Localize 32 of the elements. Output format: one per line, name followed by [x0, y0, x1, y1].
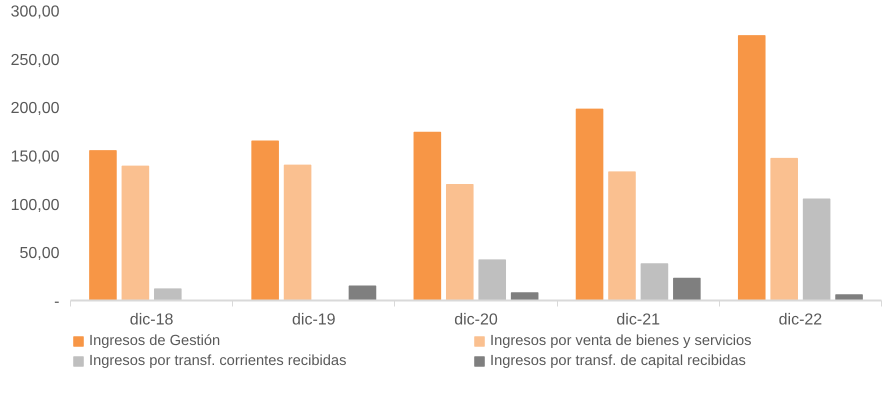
bar [576, 108, 604, 300]
legend-label: Ingresos por transf. de capital recibidas [490, 353, 747, 369]
x-tick-label: dic-19 [292, 312, 336, 328]
x-tick-label: dic-20 [454, 312, 498, 328]
bar [673, 278, 701, 300]
bar [608, 171, 636, 300]
bar [284, 164, 312, 300]
x-tick-label: dic-22 [778, 312, 822, 328]
bar [802, 198, 830, 300]
y-tick-label: 100,00 [10, 196, 60, 214]
bar [251, 140, 279, 300]
y-tick-label: 150,00 [10, 148, 60, 166]
bar [738, 35, 766, 300]
x-tick-label: dic-18 [130, 312, 174, 328]
y-tick-label: 300,00 [10, 4, 60, 20]
x-tick-label: dic-21 [616, 312, 660, 328]
y-tick-label: 200,00 [10, 100, 60, 118]
bar [640, 263, 668, 300]
legend-label: Ingresos por transf. corrientes recibidas [89, 353, 348, 369]
bar [348, 286, 376, 300]
y-tick-label: 250,00 [10, 52, 60, 69]
bar [122, 166, 150, 300]
bar [478, 259, 506, 300]
y-tick-label: - [54, 294, 60, 310]
bar [770, 158, 798, 300]
bar [446, 184, 474, 300]
bar [89, 150, 117, 300]
legend-label: Ingresos de Gestión [89, 333, 222, 349]
bar [414, 132, 442, 300]
bar [154, 288, 182, 300]
y-tick-label: 50,00 [19, 245, 60, 262]
legend-label: Ingresos por venta de bienes y servicios [490, 333, 753, 349]
